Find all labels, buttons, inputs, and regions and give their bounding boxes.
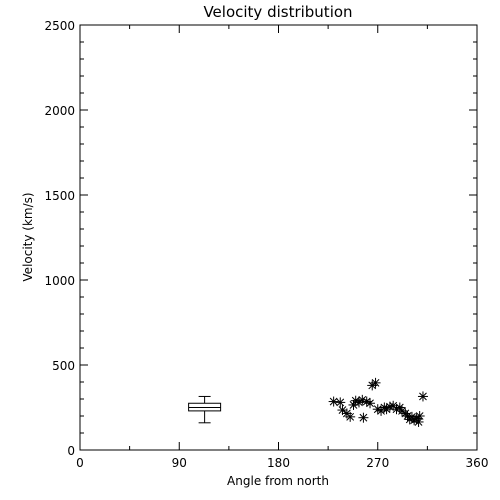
y-tick-label: 2000: [44, 104, 75, 118]
data-point: [370, 377, 381, 388]
y-tick-label: 500: [52, 359, 75, 373]
x-tick-label: 90: [172, 456, 187, 470]
data-point-stroke: [329, 397, 338, 406]
plot-frame: [79, 24, 478, 451]
data-point-stroke: [395, 403, 404, 412]
data-points: [328, 377, 428, 427]
x-tick-label: 180: [267, 456, 290, 470]
x-axis: 0 90 180 270 360: [76, 25, 488, 470]
data-point-stroke: [408, 412, 416, 421]
box-plot: [188, 395, 222, 424]
x-tick-label: 270: [366, 456, 389, 470]
y-axis: 0 500 1000 1500 2000 2500: [44, 19, 477, 458]
data-point-stroke: [414, 418, 423, 426]
data-point: [417, 391, 428, 402]
y-tick-label: 1500: [44, 189, 75, 203]
data-point-stroke: [373, 405, 382, 414]
data-point: [365, 398, 376, 409]
chart-title: Velocity distribution: [203, 3, 352, 21]
y-tick-label: 0: [67, 444, 75, 458]
data-point: [335, 397, 346, 408]
data-point-stroke: [338, 406, 347, 414]
data-point-stroke: [415, 412, 424, 420]
data-point-stroke: [346, 412, 355, 421]
y-tick-label: 1000: [44, 274, 75, 288]
data-point-stroke: [366, 399, 374, 408]
x-tick-label: 0: [76, 456, 84, 470]
data-point-stroke: [362, 397, 371, 406]
x-axis-title: Angle from north: [227, 474, 329, 488]
x-tick-label: 360: [466, 456, 489, 470]
data-point-stroke: [358, 395, 367, 404]
data-point-stroke: [351, 396, 360, 405]
data-point: [328, 396, 339, 407]
data-point-stroke: [398, 407, 406, 415]
data-point: [345, 411, 356, 422]
data-point: [413, 416, 424, 427]
y-tick-label: 2500: [44, 19, 75, 33]
data-point: [414, 411, 425, 421]
data-point: [358, 412, 369, 423]
data-point-stroke: [336, 398, 345, 407]
data-point-stroke: [403, 412, 412, 420]
data-point-stroke: [419, 392, 427, 401]
data-point: [354, 397, 365, 408]
data-point-stroke: [371, 378, 380, 387]
data-point-stroke: [359, 413, 368, 422]
y-axis-title: Velocity (km/s): [21, 192, 35, 281]
